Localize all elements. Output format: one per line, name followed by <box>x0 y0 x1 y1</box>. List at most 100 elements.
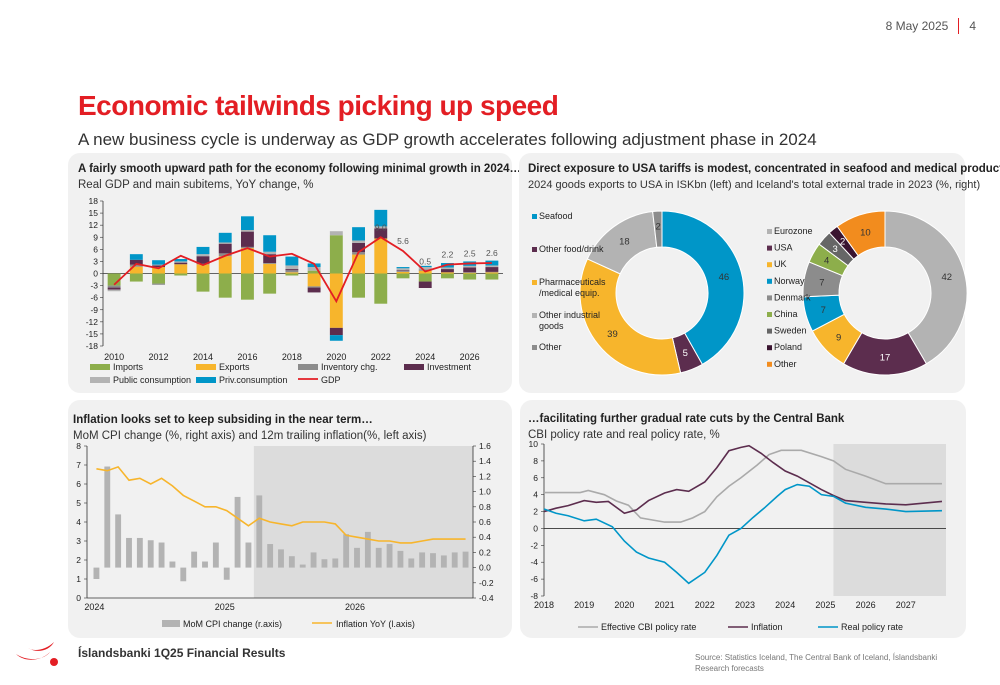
gdp-bar-imports-2011 <box>129 273 143 282</box>
inflation-mom-bar <box>375 547 382 568</box>
inflation-x-tick-label: 2026 <box>345 602 365 612</box>
gdp-y-tick-label: 12 <box>89 220 99 230</box>
inflation-mom-bar <box>451 552 458 568</box>
gdp-bar-public-consumption-2022 <box>374 226 388 229</box>
gdp-legend-label: Priv.consumption <box>219 375 287 385</box>
page-subtitle: A new business cycle is underway as GDP … <box>78 130 817 149</box>
gdp-bar-public-consumption-2026 <box>463 265 477 268</box>
exports-usa-slice-value: 2 <box>656 222 661 233</box>
gdp-bar-investment-2025 <box>441 269 454 273</box>
gdp-y-tick-label: 3 <box>93 256 98 266</box>
gdp-y-tick-label: -15 <box>86 329 99 339</box>
gdp-bar-public-consumption-2017 <box>263 251 277 255</box>
gdp-x-tick-label: 2012 <box>149 352 169 362</box>
external-trade-legend-swatch <box>767 295 772 301</box>
gdp-bar-public-consumption-2018 <box>285 265 299 270</box>
gdp-bar-priv-consumption-2014 <box>196 246 210 255</box>
external-trade-slice-value: 3 <box>832 244 837 255</box>
exports-usa-legend-swatch <box>532 280 537 285</box>
exports-usa-legend-swatch <box>532 214 537 219</box>
date-label: 8 May 2025 <box>885 19 949 33</box>
gdp-y-tick-label: -9 <box>90 305 98 315</box>
gdp-legend-label: Public consumption <box>113 375 191 385</box>
rates-y-tick-label: 0 <box>533 523 538 533</box>
gdp-bar-imports-2027 <box>485 273 499 280</box>
exports-usa-slice-value: 5 <box>683 348 688 359</box>
inflation-mom-bar <box>364 531 371 568</box>
rates-line-real-policy-rate <box>543 483 942 585</box>
inflation-left-tick-label: 6 <box>76 479 81 489</box>
gdp-bar-priv-consumption-2024 <box>418 265 432 268</box>
gdp-bar-imports-2021 <box>352 273 365 298</box>
inflation-mom-bar <box>299 564 306 568</box>
inflation-mom-bar <box>202 561 208 568</box>
gdp-bar-inventory-chg--2024 <box>418 269 432 271</box>
gdp-bar-inventory-chg--2010 <box>107 285 121 288</box>
gdp-x-tick-label: 2020 <box>326 352 346 362</box>
gdp-data-label: 2.2 <box>442 250 454 260</box>
gdp-y-tick-label: 18 <box>89 196 99 206</box>
gdp-data-label: 2.6 <box>486 248 498 258</box>
external-trade-slice-value: 10 <box>860 228 871 239</box>
gdp-bar-priv-consumption-2023 <box>396 267 410 269</box>
inflation-left-tick-label: 4 <box>76 517 81 527</box>
exports-usa-legend-label: Seafood <box>539 211 573 221</box>
inflation-left-tick-label: 5 <box>76 498 81 508</box>
gdp-y-tick-label: 9 <box>93 232 98 242</box>
gdp-bar-inventory-chg--2027 <box>485 271 499 273</box>
gdp-x-tick-label: 2016 <box>237 352 257 362</box>
gdp-bar-investment-2020 <box>329 327 343 336</box>
inflation-mom-bar <box>386 544 393 568</box>
gdp-legend-label: Investment <box>427 362 472 372</box>
gdp-bar-public-consumption-2024 <box>418 267 432 270</box>
external-trade-legend-label: China <box>774 309 798 319</box>
gdp-bar-investment-2024 <box>418 281 432 288</box>
gdp-bar-imports-2014 <box>196 273 210 292</box>
gdp-bar-priv-consumption-2017 <box>263 235 277 252</box>
gdp-x-tick-label: 2018 <box>282 352 302 362</box>
inflation-x-tick-label: 2025 <box>215 602 235 612</box>
inflation-mom-bar <box>343 534 350 568</box>
inflation-mom-bar <box>397 550 404 568</box>
gdp-data-label: 0.5 <box>419 256 431 266</box>
external-trade-legend-label: Poland <box>774 342 802 352</box>
gdp-data-label: 2.5 <box>464 248 476 258</box>
exports-usa-slice-value: 18 <box>619 237 630 248</box>
inflation-mom-bar <box>408 558 415 568</box>
inflation-mom-bar <box>310 552 317 568</box>
gdp-bar-investment-2014 <box>196 256 210 264</box>
source-note: Source: Statistics Iceland, The Central … <box>695 653 938 673</box>
gdp-bar-priv-consumption-2012 <box>152 260 165 265</box>
gdp-bar-public-consumption-2014 <box>196 254 210 257</box>
exports-usa-slice-seafood <box>661 210 745 366</box>
gdp-y-tick-label: -6 <box>90 293 98 303</box>
rates-x-tick-label: 2018 <box>534 600 554 610</box>
inflation-mom-bar <box>136 537 143 568</box>
page-number: 4 <box>969 19 976 33</box>
rates-legend-label: Real policy rate <box>841 622 903 632</box>
gdp-bar-imports-2023 <box>396 273 410 279</box>
gdp-y-tick-label: -18 <box>86 341 99 351</box>
inflation-title-rest: looks set to keep subsiding in the near … <box>117 414 373 426</box>
gdp-legend-swatch <box>90 364 110 370</box>
gdp-bar-priv-consumption-2018 <box>285 256 299 266</box>
gdp-line <box>113 236 492 304</box>
inflation-x-tick-label: 2024 <box>84 602 104 612</box>
islandsbanki-logo <box>14 640 64 673</box>
inflation-mom-bar <box>354 547 360 568</box>
exports-usa-legend-label: Other industrial goods <box>539 310 600 331</box>
external-trade-legend-swatch <box>767 312 772 317</box>
gdp-bar-public-consumption-2015 <box>218 242 232 244</box>
inflation-right-tick-label: 1.4 <box>479 456 491 466</box>
inflation-left-tick-label: 2 <box>76 555 81 565</box>
external-trade-legend-label: Sweden <box>774 326 807 336</box>
gdp-data-label: 5.6 <box>397 236 409 246</box>
gdp-panel-title: A fairly smooth upward path for the econ… <box>78 163 522 175</box>
external-trade-legend-label: Norway <box>774 276 805 286</box>
gdp-legend-swatch <box>90 377 110 383</box>
external-trade-slice-value: 17 <box>880 353 891 364</box>
rates-x-tick-label: 2023 <box>735 600 755 610</box>
gdp-legend-swatch <box>196 377 216 383</box>
inflation-mom-bar <box>440 555 447 568</box>
external-trade-slice-value: 9 <box>836 333 841 344</box>
